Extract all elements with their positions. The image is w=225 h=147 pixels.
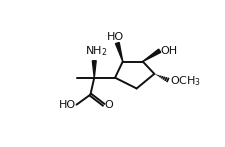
Text: HO: HO bbox=[58, 100, 75, 110]
Text: O: O bbox=[104, 100, 112, 110]
Text: NH$_2$: NH$_2$ bbox=[84, 45, 107, 59]
Text: OCH$_3$: OCH$_3$ bbox=[170, 75, 201, 88]
Polygon shape bbox=[115, 42, 122, 62]
Polygon shape bbox=[142, 49, 160, 62]
Text: OH: OH bbox=[160, 46, 177, 56]
Text: HO: HO bbox=[107, 32, 124, 42]
Polygon shape bbox=[92, 61, 96, 78]
